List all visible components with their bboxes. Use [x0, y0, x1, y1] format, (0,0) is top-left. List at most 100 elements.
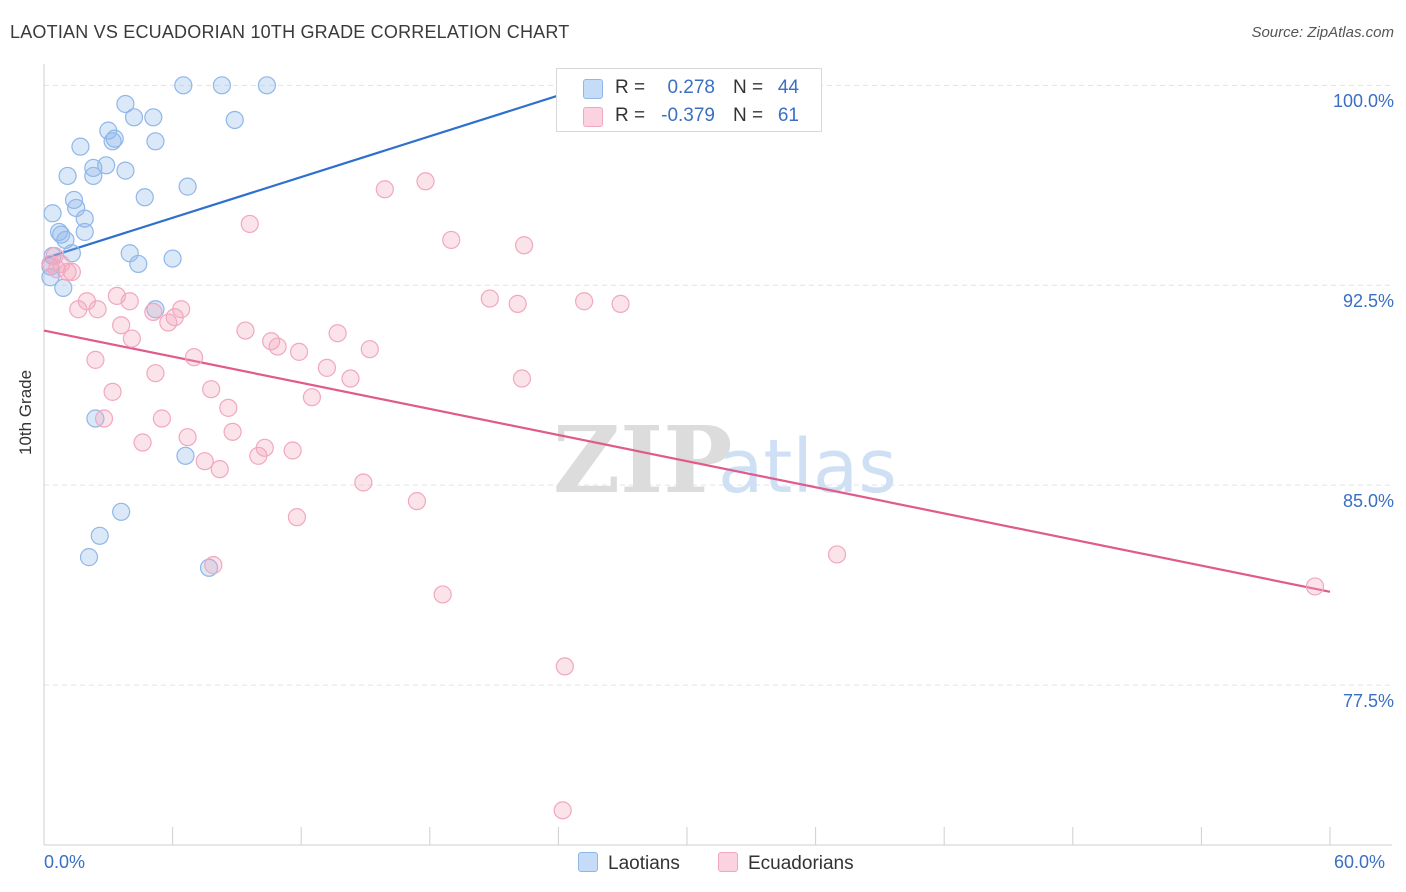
point-ecuadorians	[103, 382, 122, 401]
legend-r-value-laotians: 0.278	[667, 77, 715, 98]
point-ecuadorians	[289, 342, 309, 361]
point-laotians	[163, 249, 182, 268]
y-tick-label: 92.5%	[1342, 291, 1394, 312]
legend-swatch-laotians	[583, 79, 603, 99]
point-ecuadorians	[219, 398, 238, 417]
x-tick-label-min: 0.0%	[44, 852, 86, 872]
point-laotians	[105, 129, 124, 148]
point-laotians	[79, 548, 99, 567]
point-ecuadorians	[1305, 577, 1325, 596]
point-ecuadorians	[94, 409, 114, 428]
legend-r-label: R =	[615, 105, 646, 126]
point-ecuadorians	[204, 556, 223, 575]
point-laotians	[212, 76, 231, 95]
point-ecuadorians	[508, 294, 527, 313]
point-ecuadorians	[146, 364, 165, 383]
point-ecuadorians	[240, 214, 259, 234]
point-ecuadorians	[58, 262, 77, 282]
correlation-legend: R = 0.278 N = 44 R = -0.379 N = 61	[556, 68, 822, 132]
series-swatch-ecuadorians	[718, 852, 738, 872]
point-ecuadorians	[62, 262, 81, 282]
point-laotians	[257, 76, 277, 95]
point-laotians	[144, 108, 163, 127]
legend-r-value-ecuadorians: -0.379	[661, 105, 715, 126]
trend-line-ecuadorians	[43, 329, 1331, 593]
legend-r-label: R =	[615, 77, 646, 98]
point-ecuadorians	[133, 433, 152, 452]
point-laotians	[146, 300, 165, 319]
series-legend-ecuadorians: Ecuadorians	[718, 852, 854, 875]
y-tick-label: 85.0%	[1342, 491, 1394, 512]
point-ecuadorians	[184, 348, 204, 367]
point-ecuadorians	[86, 350, 105, 369]
point-ecuadorians	[152, 409, 171, 428]
trend-line-laotians	[43, 84, 591, 260]
point-laotians	[225, 110, 244, 130]
legend-n-value-laotians: 44	[777, 77, 799, 98]
point-ecuadorians	[360, 340, 379, 359]
point-ecuadorians	[236, 321, 255, 340]
point-ecuadorians	[375, 180, 394, 199]
point-laotians	[116, 94, 135, 114]
point-ecuadorians	[575, 292, 594, 311]
point-ecuadorians	[223, 422, 242, 441]
point-ecuadorians	[480, 289, 499, 308]
watermark-zip: ZIP	[553, 406, 732, 514]
series-name-ecuadorians: Ecuadorians	[748, 853, 854, 874]
legend-n-label: N =	[733, 105, 764, 126]
point-ecuadorians	[202, 380, 221, 399]
point-laotians	[54, 278, 73, 298]
point-laotians	[124, 108, 144, 127]
point-laotians	[129, 254, 148, 274]
legend-row-ecuadorians: R = -0.379 N = 61	[557, 101, 821, 129]
legend-swatch-ecuadorians	[583, 107, 603, 127]
point-laotians	[75, 222, 94, 242]
y-tick-label: 77.5%	[1342, 691, 1394, 712]
point-ecuadorians	[112, 316, 131, 335]
point-ecuadorians	[210, 460, 229, 479]
point-ecuadorians	[88, 300, 107, 319]
point-laotians	[146, 132, 165, 151]
point-ecuadorians	[407, 492, 427, 511]
point-ecuadorians	[354, 473, 373, 492]
point-ecuadorians	[287, 508, 307, 527]
series-legend-laotians: Laotians	[578, 852, 680, 875]
gridlines	[44, 84, 1392, 686]
watermark-atlas: atlas	[718, 424, 897, 510]
x-tick-label-max: 60.0%	[1334, 852, 1386, 872]
chart-source: Source: ZipAtlas.com	[1251, 24, 1394, 41]
point-ecuadorians	[433, 585, 452, 604]
data-points	[41, 76, 1325, 820]
point-ecuadorians	[512, 369, 532, 388]
point-laotians	[178, 177, 197, 196]
point-ecuadorians	[283, 441, 302, 460]
legend-n-label: N =	[733, 77, 764, 98]
point-laotians	[58, 166, 77, 186]
series-name-laotians: Laotians	[608, 853, 680, 874]
point-ecuadorians	[555, 657, 574, 676]
point-laotians	[103, 132, 122, 151]
chart-title: LAOTIAN VS ECUADORIAN 10TH GRADE CORRELA…	[10, 22, 570, 42]
point-ecuadorians	[827, 545, 847, 564]
point-ecuadorians	[255, 438, 274, 457]
point-ecuadorians	[268, 337, 287, 356]
series-swatch-laotians	[578, 852, 598, 872]
point-ecuadorians	[553, 801, 572, 820]
point-ecuadorians	[442, 230, 461, 250]
point-ecuadorians	[144, 302, 163, 321]
y-tick-label: 100.0%	[1332, 91, 1394, 112]
point-ecuadorians	[172, 300, 191, 319]
point-ecuadorians	[122, 329, 141, 348]
point-ecuadorians	[515, 236, 534, 255]
point-laotians	[112, 502, 131, 521]
point-laotians	[174, 76, 193, 95]
point-ecuadorians	[195, 452, 214, 471]
point-laotians	[71, 137, 90, 156]
legend-row-laotians: R = 0.278 N = 44	[557, 73, 821, 101]
point-laotians	[43, 204, 62, 223]
axes	[43, 64, 1392, 846]
point-laotians	[135, 188, 154, 207]
point-laotians	[75, 209, 94, 228]
point-ecuadorians	[416, 172, 435, 191]
